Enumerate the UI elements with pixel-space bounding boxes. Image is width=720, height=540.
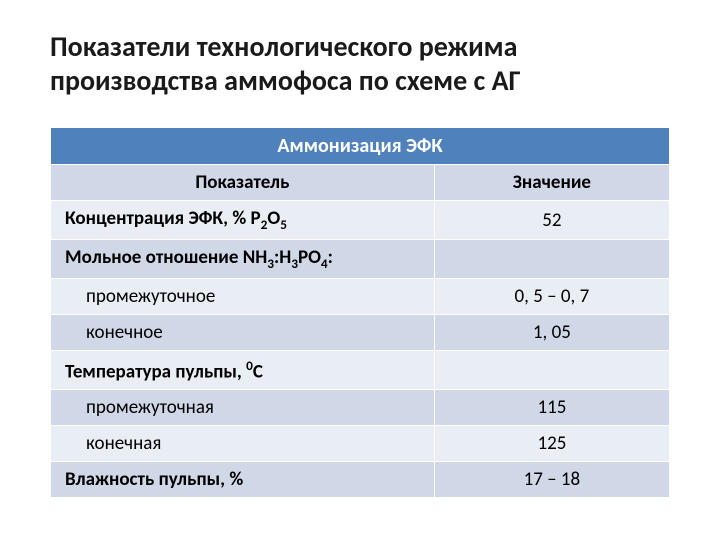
- row-value: 125: [434, 426, 669, 462]
- row-label: Концентрация ЭФК, % P2O5: [51, 201, 435, 240]
- column-header-label: Показатель: [51, 165, 435, 201]
- row-label: Влажность пульпы, %: [51, 462, 435, 498]
- table-row: Концентрация ЭФК, % P2O552: [51, 201, 670, 240]
- row-value: 115: [434, 390, 669, 426]
- page-title: Показатели технологического режима произ…: [50, 30, 670, 97]
- table-row: Мольное отношение NH3:H3PO4:: [51, 239, 670, 278]
- row-label: конечная: [51, 426, 435, 462]
- table-row: промежуточное0, 5 – 0, 7: [51, 278, 670, 314]
- table-row: конечная125: [51, 426, 670, 462]
- row-value: 52: [434, 201, 669, 240]
- row-label: промежуточная: [51, 390, 435, 426]
- row-label: Мольное отношение NH3:H3PO4:: [51, 239, 435, 278]
- row-value: 17 – 18: [434, 462, 669, 498]
- table-row: промежуточная115: [51, 390, 670, 426]
- row-value: [434, 239, 669, 278]
- table-row: Температура пульпы, 0С: [51, 350, 670, 389]
- section-header: Аммонизация ЭФК: [51, 128, 670, 165]
- table-row: Влажность пульпы, %17 – 18: [51, 462, 670, 498]
- row-value: 0, 5 – 0, 7: [434, 278, 669, 314]
- row-value: 1, 05: [434, 314, 669, 350]
- table-row: конечное1, 05: [51, 314, 670, 350]
- row-label: конечное: [51, 314, 435, 350]
- column-header-value: Значение: [434, 165, 669, 201]
- data-table: Аммонизация ЭФК Показатель Значение Конц…: [50, 127, 670, 498]
- row-label: Температура пульпы, 0С: [51, 350, 435, 389]
- row-label: промежуточное: [51, 278, 435, 314]
- row-value: [434, 350, 669, 389]
